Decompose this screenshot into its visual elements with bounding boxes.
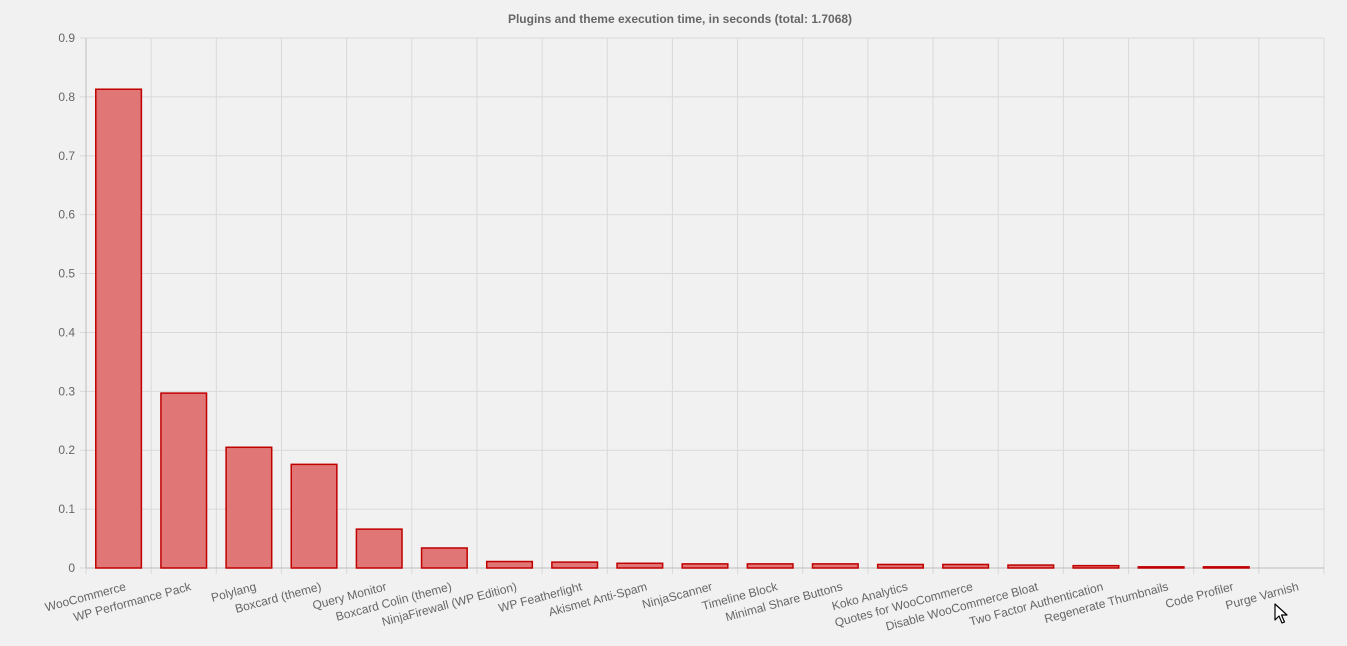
bar	[811, 563, 859, 569]
x-tick-label: Purge Varnish	[1224, 579, 1300, 612]
bar	[616, 562, 664, 569]
y-tick-label: 0.3	[58, 384, 75, 398]
bar	[746, 563, 794, 569]
bar	[95, 88, 143, 569]
bar	[290, 463, 338, 569]
y-tick-label: 0.8	[58, 90, 75, 104]
bar	[420, 547, 468, 569]
bar	[681, 563, 729, 569]
y-tick-label: 0.7	[58, 149, 75, 163]
x-tick-label: Code Profiler	[1164, 579, 1235, 611]
bar	[1007, 564, 1055, 569]
bar	[1137, 566, 1185, 569]
bar	[355, 528, 403, 569]
bar	[876, 563, 925, 569]
bar	[551, 561, 599, 569]
y-gridlines	[80, 37, 1324, 569]
y-tick-label: 0.1	[58, 502, 75, 516]
bar	[225, 446, 273, 569]
y-tick-label: 0	[68, 561, 75, 575]
bar	[1072, 564, 1120, 569]
chart-title: Plugins and theme execution time, in sec…	[508, 12, 852, 26]
y-tick-label: 0.4	[58, 325, 75, 339]
bar	[485, 560, 534, 569]
y-tick-label: 0.6	[58, 208, 75, 222]
y-tick-label: 0.5	[58, 267, 75, 281]
mouse-cursor-icon	[1274, 603, 1288, 624]
bar	[160, 392, 208, 569]
bars	[95, 88, 1250, 569]
y-tick-label: 0.2	[58, 443, 75, 457]
bar	[1202, 566, 1250, 569]
y-axis-ticks: 0 0.1 0.2 0.3 0.4 0.5 0.6 0.7 0.8 0.9	[58, 31, 75, 575]
bar	[942, 563, 990, 569]
y-tick-label: 0.9	[58, 31, 75, 45]
